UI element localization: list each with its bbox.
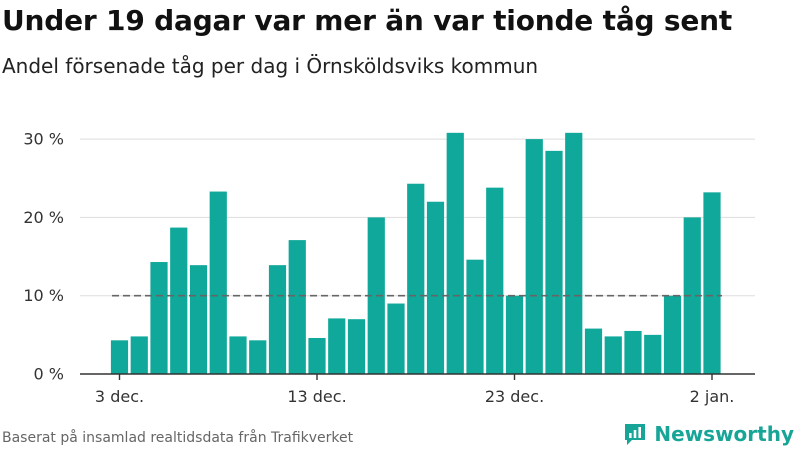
bar <box>289 240 306 374</box>
y-tick-label: 0 % <box>34 365 64 384</box>
bar <box>703 192 720 374</box>
brand-name: Newsworthy <box>654 422 794 446</box>
bar <box>131 336 148 374</box>
bar <box>427 202 444 374</box>
bar <box>506 296 523 374</box>
bar <box>150 262 167 374</box>
bar <box>545 151 562 374</box>
bar <box>269 265 286 374</box>
bar <box>249 340 266 374</box>
bar <box>605 336 622 374</box>
source-note: Baserat på insamlad realtidsdata från Tr… <box>2 430 353 446</box>
bar <box>466 260 483 374</box>
y-tick-label: 30 % <box>23 130 64 149</box>
bar <box>190 265 207 374</box>
x-tick-label: 13 dec. <box>287 387 346 406</box>
bar <box>526 139 543 374</box>
bar-chart: 0 % 10 % 20 % 30 % 3 dec. 13 dec. 23 dec. 2 ja… <box>0 0 800 420</box>
y-tick-label: 10 % <box>23 286 64 305</box>
bar <box>447 133 464 374</box>
bar <box>229 336 246 374</box>
y-axis-ticks: 0 % 10 % 20 % 30 % <box>23 130 64 384</box>
bar <box>210 192 227 374</box>
bar <box>387 304 404 374</box>
bar <box>111 340 128 374</box>
bar <box>308 338 325 374</box>
x-axis-ticks: 3 dec. 13 dec. 23 dec. 2 jan. <box>95 374 734 406</box>
bar <box>644 335 661 374</box>
bar <box>407 184 424 374</box>
bar <box>486 188 503 374</box>
newsworthy-logo-icon <box>622 421 648 447</box>
bar <box>664 296 681 374</box>
x-tick-label: 23 dec. <box>485 387 544 406</box>
bar <box>328 318 345 374</box>
x-tick-label: 2 jan. <box>690 387 735 406</box>
x-tick-label: 3 dec. <box>95 387 144 406</box>
brand-logo: Newsworthy <box>622 421 794 447</box>
bar <box>170 228 187 374</box>
y-tick-label: 20 % <box>23 208 64 227</box>
bar <box>565 133 582 374</box>
bar <box>348 319 365 374</box>
bars <box>111 133 721 374</box>
bar <box>624 331 641 374</box>
bar <box>585 329 602 374</box>
